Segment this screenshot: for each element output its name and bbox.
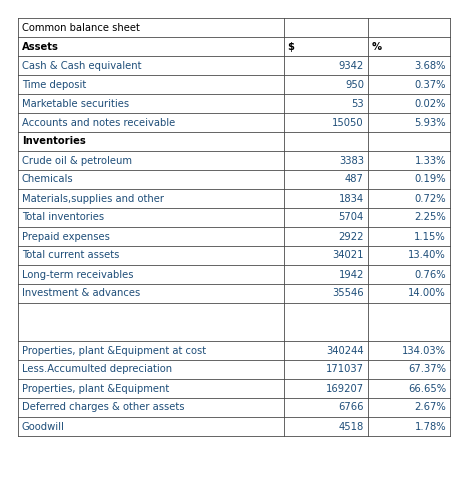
Text: 1834: 1834 [339,194,364,204]
Text: 34021: 34021 [332,250,364,261]
Text: 950: 950 [345,79,364,89]
Text: Deferred charges & other assets: Deferred charges & other assets [22,402,184,413]
Text: 340244: 340244 [326,346,364,356]
Text: Chemicals: Chemicals [22,174,73,185]
Text: 2922: 2922 [338,231,364,241]
Text: Marketable securities: Marketable securities [22,98,129,109]
Text: 2.67%: 2.67% [414,402,446,413]
Text: Properties, plant &Equipment: Properties, plant &Equipment [22,383,169,393]
Text: 169207: 169207 [326,383,364,393]
Text: 13.40%: 13.40% [408,250,446,261]
Text: 53: 53 [351,98,364,109]
Text: Investment & advances: Investment & advances [22,289,140,298]
Text: $: $ [288,42,294,52]
Text: 1.15%: 1.15% [414,231,446,241]
Text: Prepaid expenses: Prepaid expenses [22,231,110,241]
Text: 0.19%: 0.19% [414,174,446,185]
Text: 1942: 1942 [338,270,364,280]
Text: 66.65%: 66.65% [408,383,446,393]
Text: 2.25%: 2.25% [414,213,446,222]
Text: Common balance sheet: Common balance sheet [22,22,140,33]
Text: 14.00%: 14.00% [408,289,446,298]
Text: Inventories: Inventories [22,137,86,146]
Text: 15050: 15050 [332,118,364,128]
Text: Accounts and notes receivable: Accounts and notes receivable [22,118,175,128]
Text: 9342: 9342 [339,61,364,70]
Text: 1.33%: 1.33% [415,155,446,165]
Text: Assets: Assets [22,42,59,52]
Text: 0.72%: 0.72% [414,194,446,204]
Text: 0.02%: 0.02% [415,98,446,109]
Text: 3383: 3383 [339,155,364,165]
Text: 171037: 171037 [326,365,364,374]
Text: 3.68%: 3.68% [415,61,446,70]
Text: 134.03%: 134.03% [402,346,446,356]
Text: Total current assets: Total current assets [22,250,119,261]
Text: 35546: 35546 [332,289,364,298]
Text: 1.78%: 1.78% [414,422,446,432]
Text: Materials,supplies and other: Materials,supplies and other [22,194,164,204]
Text: Long-term receivables: Long-term receivables [22,270,133,280]
Text: Less.Accumulted depreciation: Less.Accumulted depreciation [22,365,172,374]
Text: Goodwill: Goodwill [22,422,65,432]
Text: 4518: 4518 [339,422,364,432]
Text: 487: 487 [345,174,364,185]
Text: 6766: 6766 [338,402,364,413]
Text: Crude oil & petroleum: Crude oil & petroleum [22,155,132,165]
Text: Total inventories: Total inventories [22,213,104,222]
Text: 0.37%: 0.37% [415,79,446,89]
Text: Cash & Cash equivalent: Cash & Cash equivalent [22,61,141,70]
Text: %: % [372,42,382,52]
Text: 5.93%: 5.93% [414,118,446,128]
Text: 67.37%: 67.37% [408,365,446,374]
Text: 0.76%: 0.76% [414,270,446,280]
Text: 5704: 5704 [339,213,364,222]
Text: Time deposit: Time deposit [22,79,86,89]
Text: Properties, plant &Equipment at cost: Properties, plant &Equipment at cost [22,346,206,356]
